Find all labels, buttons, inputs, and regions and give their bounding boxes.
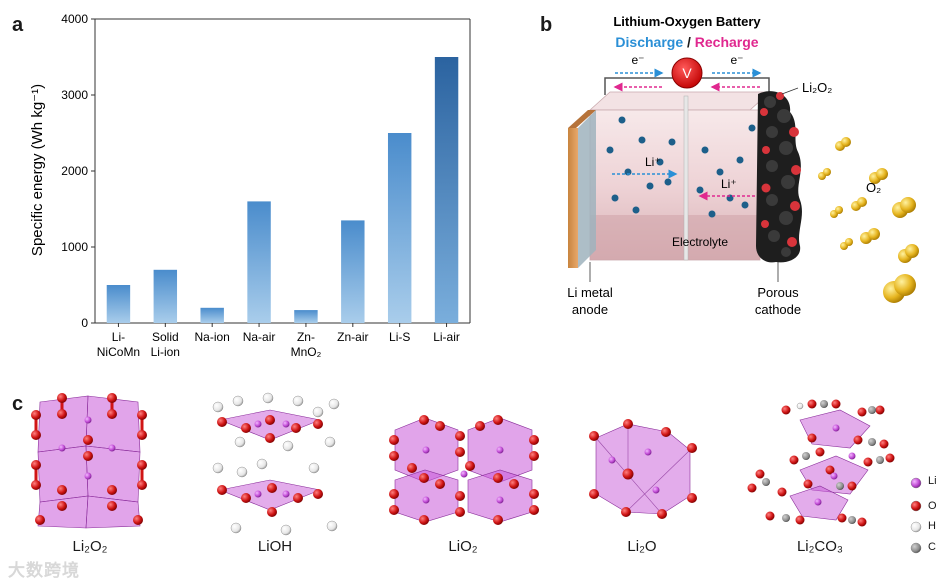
li-metal-anode	[568, 128, 578, 268]
bar-li-s	[387, 133, 412, 323]
x-tick-label: Zn-air	[337, 330, 368, 344]
li-ion-label-top: Li⁺	[645, 155, 661, 169]
legend-label-c: C	[928, 541, 936, 553]
battery-title: Lithium-Oxygen Battery	[613, 14, 761, 29]
legend-label-h: H	[928, 520, 936, 532]
chart-bars	[106, 57, 459, 323]
structure-li2o	[589, 419, 697, 519]
y-tick-label: 1000	[61, 240, 88, 254]
structure-li2co3	[747, 399, 895, 527]
recharge-label: Recharge	[695, 34, 759, 50]
x-tick-label: Solid Li-ion	[151, 330, 180, 359]
cathode-label-line2: cathode	[755, 302, 801, 317]
legend-dot-li	[910, 477, 922, 489]
electron-label-left: e⁻	[631, 53, 644, 67]
voltmeter-icon	[671, 57, 703, 89]
specific-energy-bar-chart: 0 1000 2000 3000 4000 Li-NiCoMn Solid Li-ion Na…	[29, 12, 471, 359]
o2-gas-label: O₂	[866, 180, 881, 195]
x-tick-label: Li-air	[433, 330, 460, 344]
electrolyte-liquid	[590, 215, 760, 260]
bar-solid-li-ion	[153, 269, 178, 323]
y-tick-label: 0	[81, 316, 88, 330]
x-tick-label: Na-ion	[195, 330, 230, 344]
li-ions	[606, 116, 756, 218]
electrolyte-label: Electrolyte	[672, 235, 728, 249]
panel-letter-c: c	[12, 393, 24, 415]
o2-molecules	[818, 137, 919, 303]
anode-label-line2: anode	[572, 302, 608, 317]
lithium-oxygen-battery-schematic: Lithium-Oxygen Battery Discharge / Recha…	[567, 14, 919, 317]
bar-li-air	[434, 57, 459, 323]
anode-side-face	[578, 110, 596, 268]
legend-label-li: Li	[928, 475, 937, 487]
x-tick-label: Li-NiCoMn	[97, 330, 140, 359]
electron-label-right: e⁻	[730, 53, 743, 67]
discharge-recharge-heading: Discharge / Recharge	[615, 34, 758, 50]
separator	[683, 95, 689, 261]
li2o2-product-label: Li₂O₂	[802, 80, 832, 95]
x-tick-label: Li-S	[389, 330, 410, 344]
cathode-label-line1: Porous	[757, 285, 799, 300]
chart-y-ticks: 0 1000 2000 3000 4000	[61, 12, 95, 330]
legend-dot-o	[910, 500, 922, 512]
structure-label-li2o2: Li₂O₂	[72, 538, 108, 555]
x-tick-label: Zn-MnO₂	[291, 330, 322, 359]
structure-label-lioh: LiOH	[257, 538, 293, 555]
li2o2-pointer	[781, 87, 799, 95]
bar-li-nicomn	[106, 285, 131, 323]
anode-label-line1: Li metal	[567, 285, 613, 300]
element-legend	[910, 477, 922, 554]
y-tick-label: 2000	[61, 164, 88, 178]
bar-zn-air	[341, 220, 365, 323]
voltmeter-label: V	[682, 65, 692, 81]
legend-label-o: O	[928, 500, 937, 512]
li-ion-label-bottom: Li⁺	[721, 177, 737, 191]
legend-dot-c	[910, 542, 922, 554]
legend-dot-h	[910, 521, 922, 533]
structure-lio2	[389, 415, 539, 525]
watermark: 大数跨境	[8, 561, 80, 581]
structure-li2o2	[31, 393, 147, 529]
discharge-label: Discharge	[615, 34, 683, 50]
structure-lioh	[212, 392, 340, 536]
chart-x-ticks: Li-NiCoMn Solid Li-ion Na-ion Na-air Zn-MnO₂ Z…	[97, 323, 460, 359]
structure-label-li2co3: Li₂CO₃	[796, 538, 844, 555]
structure-label-li2o: Li₂O	[627, 538, 657, 555]
porous-cathode	[756, 91, 802, 263]
y-tick-label: 3000	[61, 88, 88, 102]
anode-top-face	[568, 110, 596, 128]
panel-letter-a: a	[12, 14, 24, 36]
y-tick-label: 4000	[61, 12, 88, 26]
panel-letter-b: b	[540, 14, 553, 36]
structure-label-lio2: LiO₂	[448, 538, 478, 555]
heading-separator: /	[683, 34, 695, 50]
bar-na-ion	[200, 307, 224, 323]
y-axis-label: Specific energy (Wh kg⁻¹)	[29, 84, 46, 256]
bar-zn-mno2	[294, 310, 318, 323]
x-tick-label: Na-air	[243, 330, 276, 344]
bar-na-air	[247, 201, 271, 323]
